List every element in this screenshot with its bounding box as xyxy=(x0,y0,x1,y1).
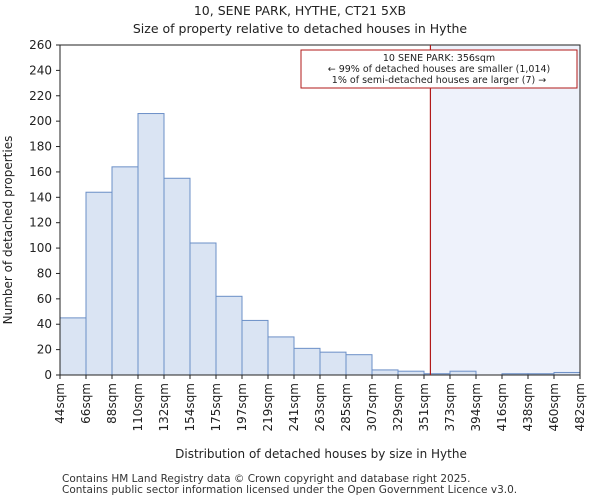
y-tick-label: 80 xyxy=(37,266,52,280)
histogram-chart: 0 20 40 60 80 100 120 140 160 180 200 220 240 260 44sq… xyxy=(1,38,587,461)
bar-241sqm xyxy=(293,347,321,376)
y-tick-label: 220 xyxy=(29,89,52,103)
bar-110sqm xyxy=(137,113,165,376)
x-tick-label: 88sqm xyxy=(105,383,119,424)
x-tick-label: 438sqm xyxy=(521,383,535,431)
x-tick-label: 219sqm xyxy=(261,383,275,431)
x-tick-label: 307sqm xyxy=(365,383,379,431)
x-tick-label: 154sqm xyxy=(183,383,197,431)
x-axis-label: Distribution of detached houses by size … xyxy=(175,447,467,461)
y-tick-label: 160 xyxy=(29,165,52,179)
x-tick-label: 460sqm xyxy=(547,383,561,431)
y-tick-label: 100 xyxy=(29,241,52,255)
bar-88sqm xyxy=(111,166,139,376)
highlight-region xyxy=(430,45,580,375)
bar-285sqm xyxy=(345,354,373,376)
x-tick-label: 110sqm xyxy=(131,383,145,431)
x-tick-label: 197sqm xyxy=(235,383,249,431)
bar-307sqm xyxy=(371,369,399,376)
x-tick-label: 44sqm xyxy=(53,383,67,424)
x-tick-label: 285sqm xyxy=(339,383,353,431)
bar-154sqm xyxy=(189,242,217,376)
y-tick-label: 20 xyxy=(37,343,52,357)
bar-219sqm xyxy=(267,336,295,376)
x-tick-label: 351sqm xyxy=(417,383,431,431)
y-tick-label: 40 xyxy=(37,317,52,331)
annotation-line: 10 SENE PARK: 356sqm xyxy=(383,53,495,64)
x-tick-label: 132sqm xyxy=(157,383,171,431)
bar-66sqm xyxy=(85,191,113,376)
x-tick-label: 175sqm xyxy=(209,383,223,431)
y-tick-label: 240 xyxy=(29,63,52,77)
bar-197sqm xyxy=(241,319,269,376)
bar-44sqm xyxy=(59,317,87,376)
footer-licence: Contains public sector information licen… xyxy=(62,484,518,496)
y-tick-label: 200 xyxy=(29,114,52,128)
x-tick-label: 416sqm xyxy=(495,383,509,431)
y-tick-label: 260 xyxy=(29,38,52,52)
annotation-line: 1% of semi-detached houses are larger (7… xyxy=(332,75,546,86)
chart-title: 10, SENE PARK, HYTHE, CT21 5XB xyxy=(193,3,407,18)
x-tick-label: 241sqm xyxy=(287,383,301,431)
y-tick-label: 140 xyxy=(29,190,52,204)
y-tick-label: 60 xyxy=(37,292,52,306)
y-axis-label: Number of detached properties xyxy=(1,136,15,325)
footer-copyright: Contains HM Land Registry data © Crown c… xyxy=(62,473,471,485)
y-tick-label: 0 xyxy=(44,368,52,382)
bar-175sqm xyxy=(215,295,243,376)
x-tick-label: 394sqm xyxy=(469,383,483,431)
bar-373sqm xyxy=(449,370,477,376)
y-tick-label: 180 xyxy=(29,140,52,154)
bar-132sqm xyxy=(163,177,191,376)
annotation-box xyxy=(300,49,578,89)
x-tick-label: 373sqm xyxy=(443,383,457,431)
x-tick-label: 482sqm xyxy=(573,383,587,431)
x-tick-label: 329sqm xyxy=(391,383,405,431)
annotation-line: ← 99% of detached houses are smaller (1,… xyxy=(328,64,551,75)
bar-329sqm xyxy=(397,370,425,376)
x-tick-label: 263sqm xyxy=(313,383,327,431)
y-tick-label: 120 xyxy=(29,216,52,230)
chart-subtitle: Size of property relative to detached ho… xyxy=(132,21,468,36)
bar-263sqm xyxy=(319,351,347,376)
x-tick-label: 66sqm xyxy=(79,383,93,424)
